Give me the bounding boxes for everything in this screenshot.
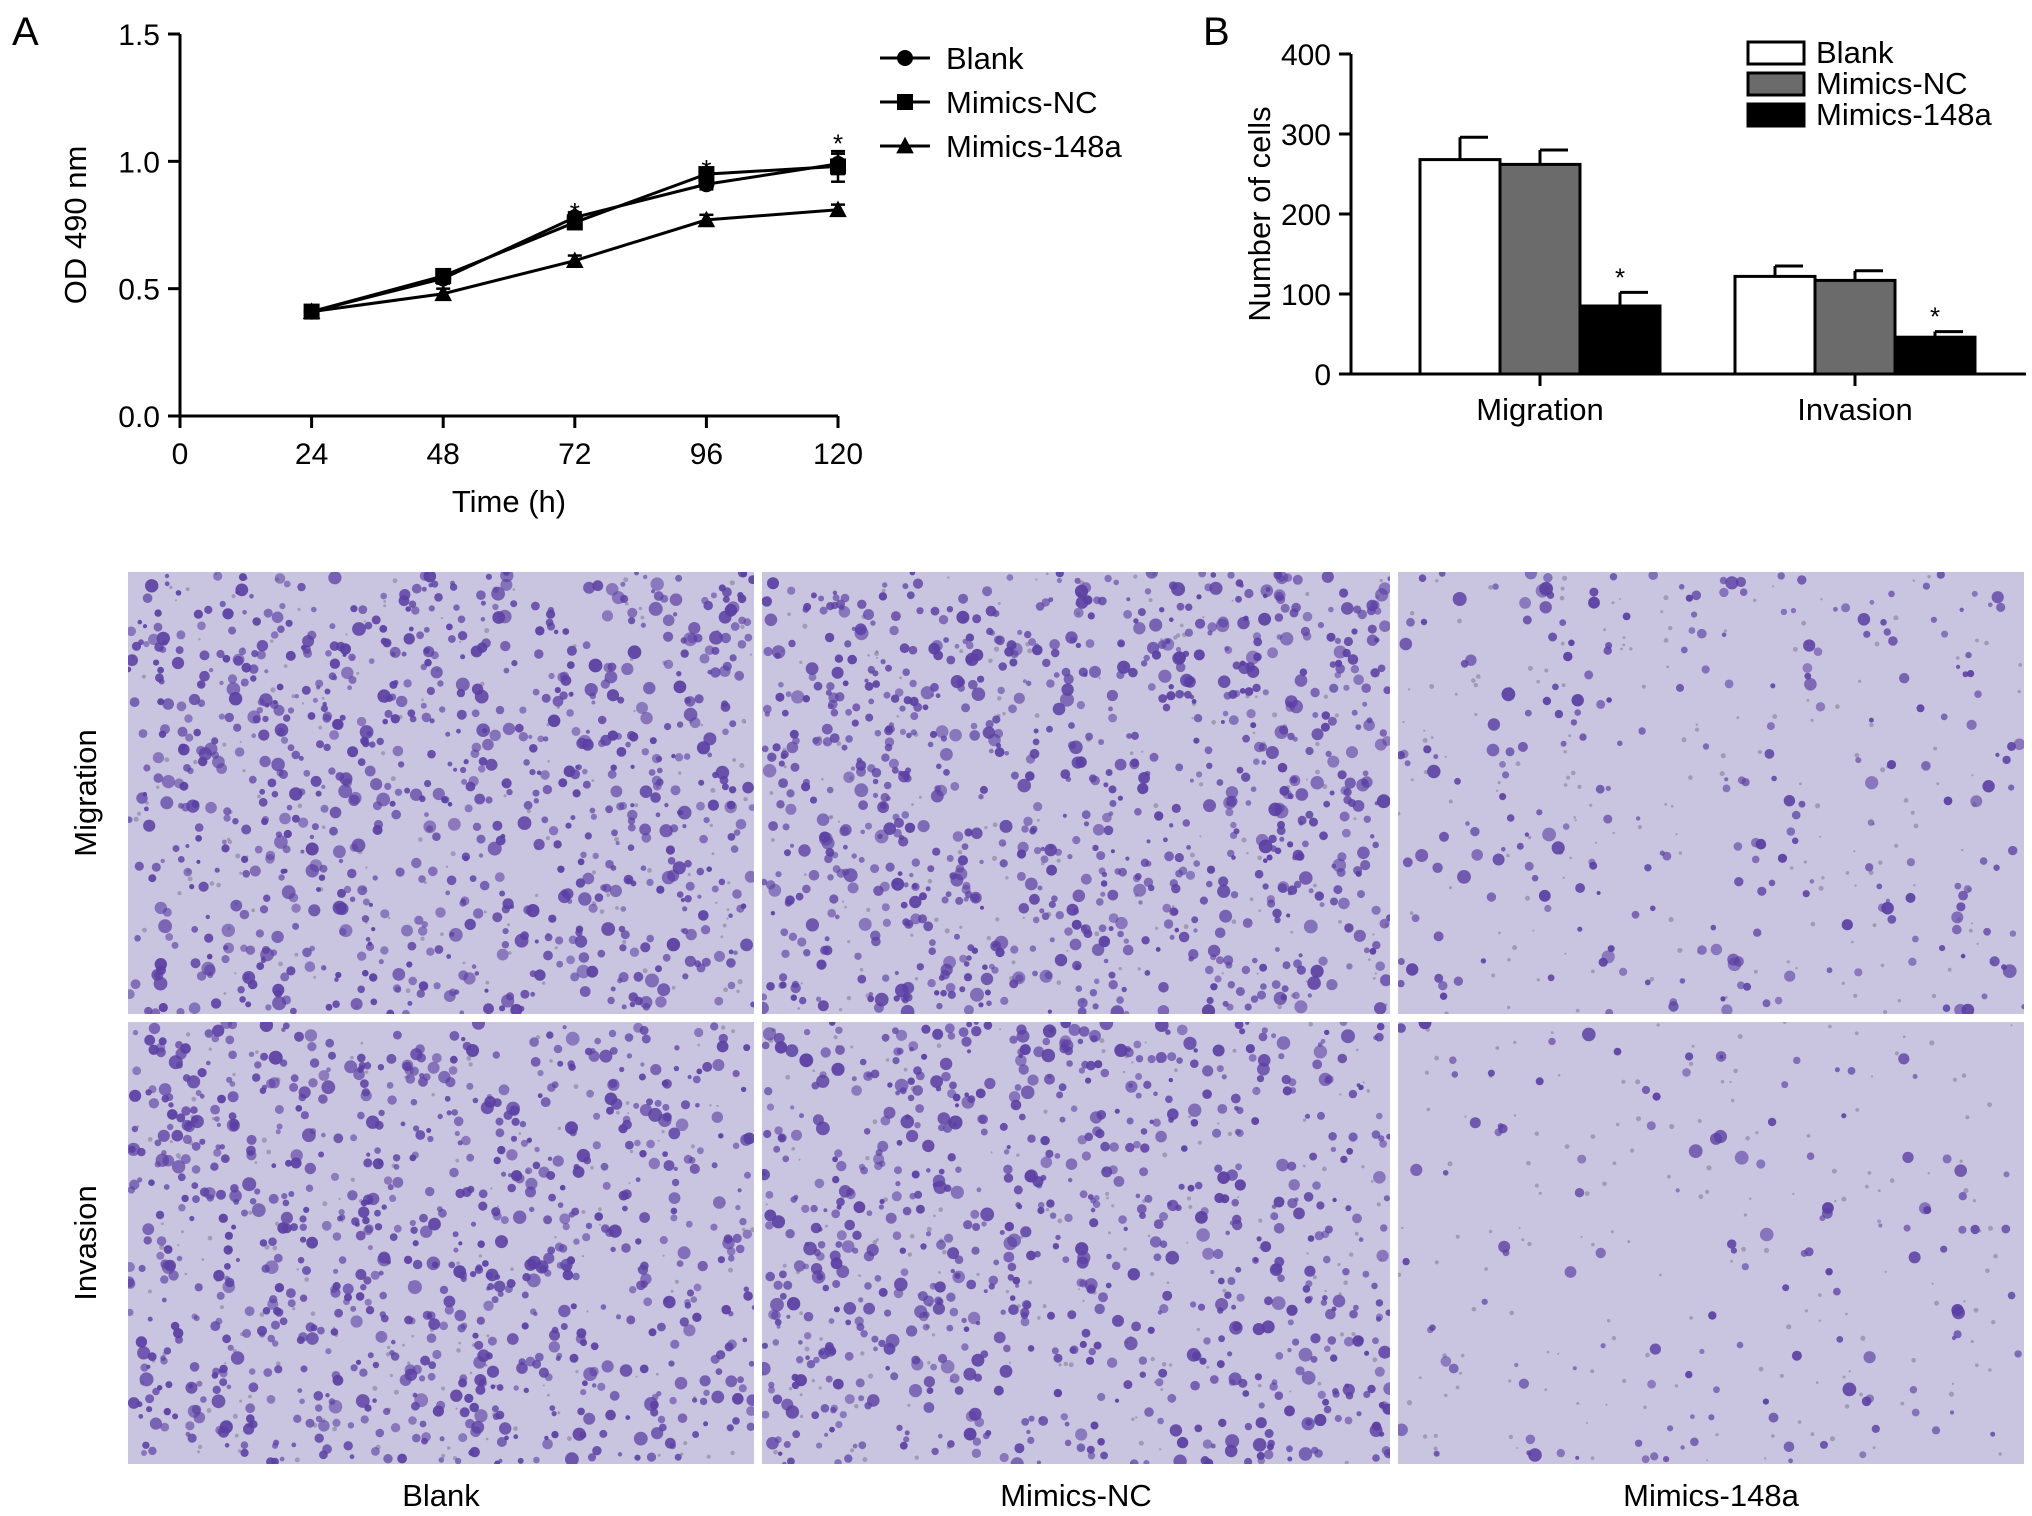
significance-star: * xyxy=(701,154,711,184)
row-label-invasion: Invasion xyxy=(68,1185,103,1301)
y-axis-title: OD 490 nm xyxy=(58,146,93,305)
legend-swatch xyxy=(1746,102,1806,128)
row-label-migration: Migration xyxy=(68,729,103,857)
legend-label: Mimics-148a xyxy=(946,129,1122,164)
y-tick-label: 400 xyxy=(1281,39,1331,72)
growth-line-chart: 0.0 0.5 1.0 1.5 0 24 48 72 96 120 Time (h) OD 490 n… xyxy=(58,19,1122,519)
x-tick-label: 0 xyxy=(172,438,189,471)
data-point xyxy=(830,158,846,175)
y-tick-label: 200 xyxy=(1281,199,1331,232)
legend-marker xyxy=(897,94,913,110)
data-point xyxy=(434,284,452,302)
y-tick-label: 1.0 xyxy=(118,146,160,179)
legend-label: Mimics-NC xyxy=(946,85,1098,120)
x-tick-label: 120 xyxy=(813,438,863,471)
micrograph-texture xyxy=(128,1022,754,1464)
category-label: Invasion xyxy=(1797,392,1912,427)
micrograph-invasion-blank xyxy=(128,1022,754,1464)
micrograph-invasion-mimics-148a xyxy=(1398,1022,2024,1464)
column-label-blank: Blank xyxy=(402,1478,480,1513)
bar-invasion-mimics-148a xyxy=(1893,335,1977,376)
significance-star: * xyxy=(833,128,843,158)
y-tick-label: 0 xyxy=(1314,359,1331,392)
micrograph-texture xyxy=(1398,572,2024,1014)
significance-star: * xyxy=(570,197,580,227)
data-point xyxy=(435,267,452,284)
legend-label: Mimics-NC xyxy=(1816,66,1968,101)
data-point xyxy=(566,214,583,231)
column-label-mimics-148a: Mimics-148a xyxy=(1623,1478,1799,1513)
y-tick-label: 300 xyxy=(1281,119,1331,152)
data-point xyxy=(697,210,716,228)
micrograph-texture xyxy=(128,572,754,1014)
y-tick-label: 100 xyxy=(1281,279,1331,312)
micrograph-texture xyxy=(762,1022,1390,1464)
micrograph-invasion-mimics-nc xyxy=(762,1022,1390,1464)
micrograph-migration-blank xyxy=(128,572,754,1014)
bar-invasion-blank xyxy=(1733,274,1817,376)
bar-migration-mimics-148a xyxy=(1578,304,1662,376)
x-tick-label: 72 xyxy=(558,438,591,471)
x-tick-label: 24 xyxy=(295,438,328,471)
data-point xyxy=(829,200,847,218)
significance-star: * xyxy=(1615,262,1625,292)
legend-swatch xyxy=(1746,40,1806,66)
legend-label: Blank xyxy=(946,41,1024,76)
y-tick-label: 1.5 xyxy=(118,19,160,52)
legend-marker xyxy=(896,136,914,154)
micrograph-texture xyxy=(762,572,1390,1014)
panel-b-letter: B xyxy=(1203,10,1230,54)
bar-migration-blank xyxy=(1418,158,1502,376)
category-label: Migration xyxy=(1476,392,1604,427)
y-axis-title: Number of cells xyxy=(1242,106,1277,321)
legend-label: Blank xyxy=(1816,35,1894,70)
y-tick-label: 0.0 xyxy=(118,401,160,434)
micrograph-migration-mimics-nc xyxy=(762,572,1390,1014)
x-tick-label: 48 xyxy=(427,438,460,471)
data-point xyxy=(698,166,715,183)
legend-label: Mimics-148a xyxy=(1816,97,1992,132)
panel-a-letter: A xyxy=(12,10,39,54)
data-point xyxy=(566,251,584,269)
bar-migration-mimics-nc xyxy=(1498,162,1582,376)
bar-invasion-mimics-nc xyxy=(1813,278,1897,376)
column-label-mimics-nc: Mimics-NC xyxy=(1000,1478,1152,1513)
legend-marker xyxy=(897,50,913,66)
cell-count-bar-chart: 0 100 200 300 400 Number of cells Migration Inv… xyxy=(1242,35,2026,427)
data-point xyxy=(302,302,321,319)
x-tick-label: 96 xyxy=(690,438,723,471)
significance-star: * xyxy=(1930,302,1940,332)
micrograph-migration-mimics-148a xyxy=(1398,572,2024,1014)
series-line-mimics-nc xyxy=(311,164,839,314)
y-tick-label: 0.5 xyxy=(118,274,160,307)
micrograph-texture xyxy=(1398,1022,2022,1464)
x-axis-title: Time (h) xyxy=(452,484,566,519)
legend-swatch xyxy=(1746,71,1806,97)
